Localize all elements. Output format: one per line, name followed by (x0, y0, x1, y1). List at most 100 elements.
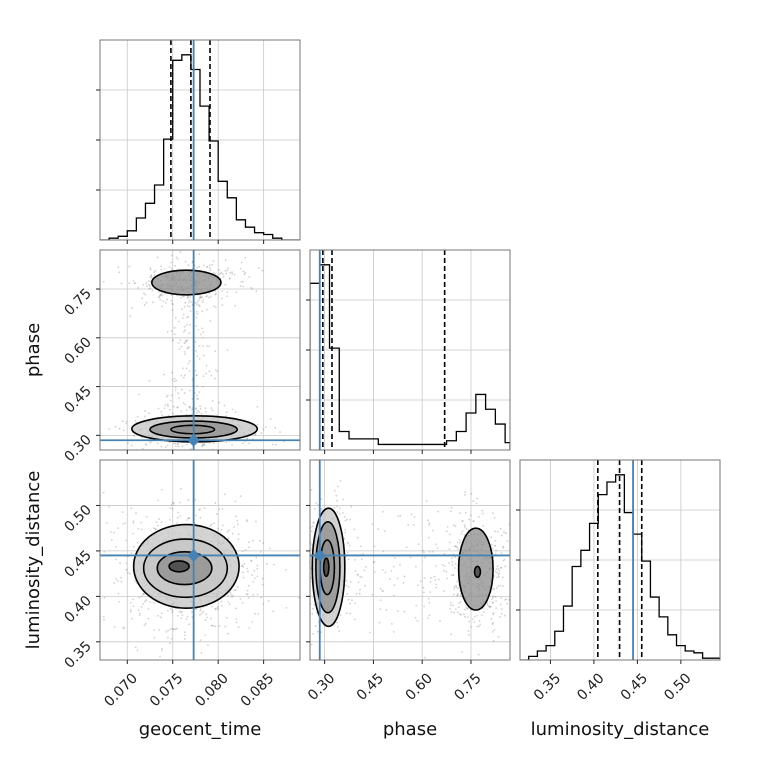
scatter-point (500, 608, 503, 610)
scatter-point (149, 280, 152, 283)
scatter-point (491, 602, 494, 604)
scatter-point (233, 526, 236, 528)
scatter-point (251, 288, 254, 290)
scatter-point (138, 393, 140, 396)
scatter-point (178, 397, 181, 399)
scatter-point (242, 285, 245, 288)
scatter-point (181, 614, 184, 616)
scatter-point (304, 629, 306, 631)
scatter-point (492, 596, 494, 599)
scatter-point (201, 327, 203, 330)
scatter-point (353, 528, 356, 531)
scatter-point (351, 599, 353, 602)
scatter-point (246, 520, 249, 523)
scatter-point (343, 516, 346, 518)
scatter-point (201, 296, 204, 298)
scatter-point (229, 272, 232, 274)
scatter-point (129, 610, 132, 613)
scatter-point (214, 625, 217, 628)
scatter-point (493, 516, 496, 519)
scatter-point (459, 613, 461, 616)
scatter-point (457, 587, 459, 590)
scatter-point (161, 488, 163, 491)
scatter-point (197, 299, 200, 302)
scatter-point (174, 389, 177, 392)
scatter-point (242, 571, 244, 574)
scatter-point (415, 604, 418, 607)
scatter-point (201, 445, 204, 448)
scatter-point (310, 643, 313, 646)
scatter-point (260, 596, 262, 599)
scatter-point (184, 329, 187, 331)
scatter-point (481, 512, 484, 515)
scatter-point (446, 689, 448, 691)
scatter-point (396, 610, 399, 612)
scatter-point (150, 276, 153, 279)
scatter-point (195, 316, 198, 319)
scatter-point (356, 573, 359, 576)
scatter-point (337, 485, 339, 488)
scatter-point (312, 521, 315, 524)
scatter-point (428, 551, 431, 553)
scatter-point (117, 527, 119, 529)
scatter-point (154, 269, 157, 272)
scatter-point (163, 407, 166, 409)
scatter-point (261, 269, 264, 272)
scatter-point (494, 545, 497, 547)
scatter-point (199, 508, 201, 510)
scatter-point (244, 256, 247, 259)
scatter-point (225, 411, 228, 414)
scatter-point (148, 283, 150, 286)
scatter-point (495, 607, 498, 609)
scatter-point (198, 305, 201, 308)
scatter-point (452, 524, 455, 527)
scatter-point (209, 320, 212, 322)
scatter-point (350, 505, 353, 508)
scatter-point (189, 406, 191, 408)
scatter-point (242, 270, 245, 272)
scatter-point (296, 605, 298, 607)
scatter-point (211, 400, 214, 402)
scatter-point (468, 620, 470, 623)
scatter-luminosity_distance-vs-phase-contour-4 (473, 565, 482, 579)
scatter-point (141, 595, 143, 598)
scatter-point (214, 608, 217, 611)
scatter-point (393, 594, 395, 597)
scatter-point (147, 608, 150, 610)
scatter-point (171, 302, 174, 305)
scatter-point (360, 576, 363, 579)
scatter-point (183, 342, 186, 345)
scatter-point (494, 596, 497, 598)
scatter-point (134, 282, 137, 285)
scatter-point (216, 370, 219, 373)
scatter-point (243, 273, 246, 276)
scatter-point (180, 374, 183, 377)
scatter-point (461, 651, 463, 653)
scatter-point (94, 585, 96, 587)
scatter-point (497, 568, 500, 570)
scatter-point (458, 539, 461, 542)
scatter-point (115, 578, 117, 580)
scatter-point (301, 599, 303, 601)
scatter-point (164, 302, 167, 304)
scatter-point (248, 442, 251, 445)
scatter-point (339, 480, 342, 482)
scatter-point (186, 615, 189, 618)
scatter-point (196, 312, 199, 315)
scatter-point (349, 612, 351, 615)
scatter-point (333, 506, 336, 509)
scatter-point (428, 524, 430, 526)
scatter-point (414, 616, 417, 619)
scatter-point (181, 308, 184, 311)
scatter-point (199, 516, 202, 519)
scatter-point (159, 294, 161, 297)
scatter-point (267, 600, 270, 602)
scatter-point (176, 258, 179, 260)
scatter-point (175, 445, 177, 447)
scatter-point (455, 584, 457, 587)
scatter-point (214, 377, 217, 380)
scatter-point (472, 519, 475, 522)
scatter-point (198, 391, 201, 393)
scatter-point (133, 434, 136, 437)
scatter-point (180, 410, 183, 413)
